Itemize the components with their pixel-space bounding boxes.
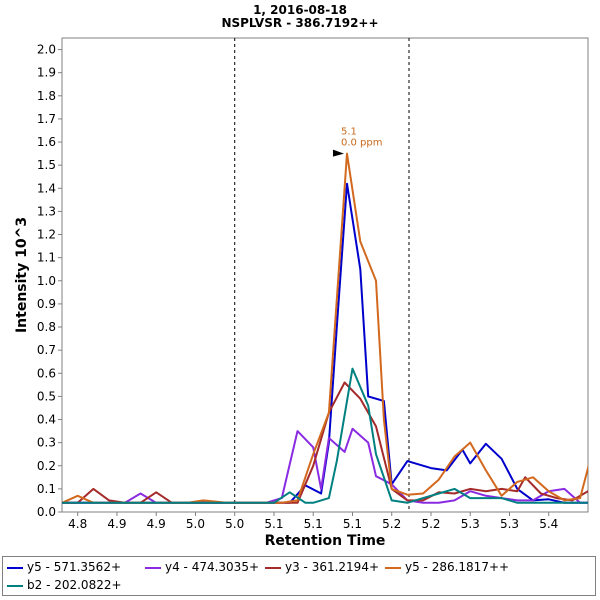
x-tick-label: 5.1 bbox=[264, 517, 283, 531]
legend-label: y5 - 571.3562+ bbox=[27, 560, 122, 574]
y-tick-label: 0.9 bbox=[37, 297, 56, 311]
series-line bbox=[62, 381, 588, 504]
x-axis-label: Retention Time bbox=[265, 533, 386, 549]
legend-label: y5 - 286.1817++ bbox=[405, 560, 510, 574]
annotation-label: 5.1 bbox=[341, 127, 357, 138]
legend-item: y3 - 361.2194+ bbox=[263, 558, 379, 576]
legend-label: b2 - 202.0822+ bbox=[27, 578, 122, 592]
y-tick-label: 1.5 bbox=[37, 158, 56, 172]
y-tick-label: 0.7 bbox=[37, 343, 56, 357]
x-tick-label: 5.4 bbox=[539, 517, 558, 531]
peak-annotation: 5.10.0 ppm bbox=[332, 127, 383, 157]
y-tick-label: 0.5 bbox=[37, 389, 56, 403]
plot-area bbox=[61, 37, 589, 513]
x-axis: 4.8 4.9 4.9 5.0 5.0 5.1 5.1 5.1 5.2 5.2 5.3 5.3 5.4 bbox=[68, 512, 558, 531]
y-tick-label: 1.9 bbox=[37, 66, 56, 80]
y-tick-label: 0.2 bbox=[37, 459, 56, 473]
annotation-label: 0.0 ppm bbox=[341, 138, 383, 149]
series-lines bbox=[62, 152, 588, 504]
y-tick-label: 0.4 bbox=[37, 413, 56, 427]
chart-subtitle: NSPLVSR - 386.7192++ bbox=[221, 16, 378, 30]
x-tick-label: 5.3 bbox=[461, 517, 480, 531]
x-tick-label: 4.9 bbox=[107, 517, 126, 531]
y-tick-label: 1.0 bbox=[37, 274, 56, 288]
y-axis-label: Intensity 10^3 bbox=[14, 217, 30, 333]
x-tick-label: 4.8 bbox=[68, 517, 87, 531]
x-tick-label: 5.3 bbox=[500, 517, 519, 531]
y-tick-label: 1.3 bbox=[37, 204, 56, 218]
chart-legend: y5 - 571.3562+ y4 - 474.3035+ y3 - 361.219… bbox=[2, 556, 596, 596]
y-tick-label: 1.2 bbox=[37, 228, 56, 242]
legend-swatch bbox=[145, 566, 161, 569]
series-line bbox=[62, 367, 588, 504]
x-tick-label: 5.1 bbox=[304, 517, 323, 531]
y-tick-label: 0.3 bbox=[37, 436, 56, 450]
x-tick-label: 5.2 bbox=[421, 517, 440, 531]
x-tick-label: 5.0 bbox=[186, 517, 205, 531]
legend-item: y5 - 286.1817++ bbox=[383, 558, 509, 576]
legend-swatch bbox=[7, 584, 23, 587]
y-tick-label: 1.8 bbox=[37, 89, 56, 103]
y-tick-label: 0.6 bbox=[37, 366, 56, 380]
x-tick-label: 5.1 bbox=[343, 517, 362, 531]
y-tick-label: 0.8 bbox=[37, 320, 56, 334]
x-tick-label: 4.9 bbox=[147, 517, 166, 531]
y-tick-label: 2.0 bbox=[37, 43, 56, 57]
legend-swatch bbox=[385, 566, 401, 569]
legend-label: y3 - 361.2194+ bbox=[285, 560, 380, 574]
legend-item: y4 - 474.3035+ bbox=[143, 558, 259, 576]
x-tick-label: 5.0 bbox=[225, 517, 244, 531]
y-tick-label: 0.0 bbox=[37, 505, 56, 519]
legend-swatch bbox=[7, 566, 23, 569]
legend-item: y5 - 571.3562+ bbox=[5, 558, 121, 576]
y-axis: 0.0 0.1 0.2 0.3 0.4 0.5 0.6 0.7 0.8 0.9 1.0 1.1 1.2 1… bbox=[37, 43, 62, 519]
peak-marker-icon bbox=[332, 149, 344, 157]
x-tick-label: 5.2 bbox=[382, 517, 401, 531]
legend-swatch bbox=[265, 566, 281, 569]
legend-item: b2 - 202.0822+ bbox=[5, 576, 122, 594]
peak-boundaries bbox=[234, 38, 410, 512]
y-tick-label: 1.7 bbox=[37, 112, 56, 126]
legend-label: y4 - 474.3035+ bbox=[165, 560, 260, 574]
y-tick-label: 1.4 bbox=[37, 181, 56, 195]
y-tick-label: 0.1 bbox=[37, 482, 56, 496]
y-tick-label: 1.6 bbox=[37, 135, 56, 149]
y-tick-label: 1.1 bbox=[37, 251, 56, 265]
chart-title: 1, 2016-08-18 bbox=[253, 3, 347, 17]
